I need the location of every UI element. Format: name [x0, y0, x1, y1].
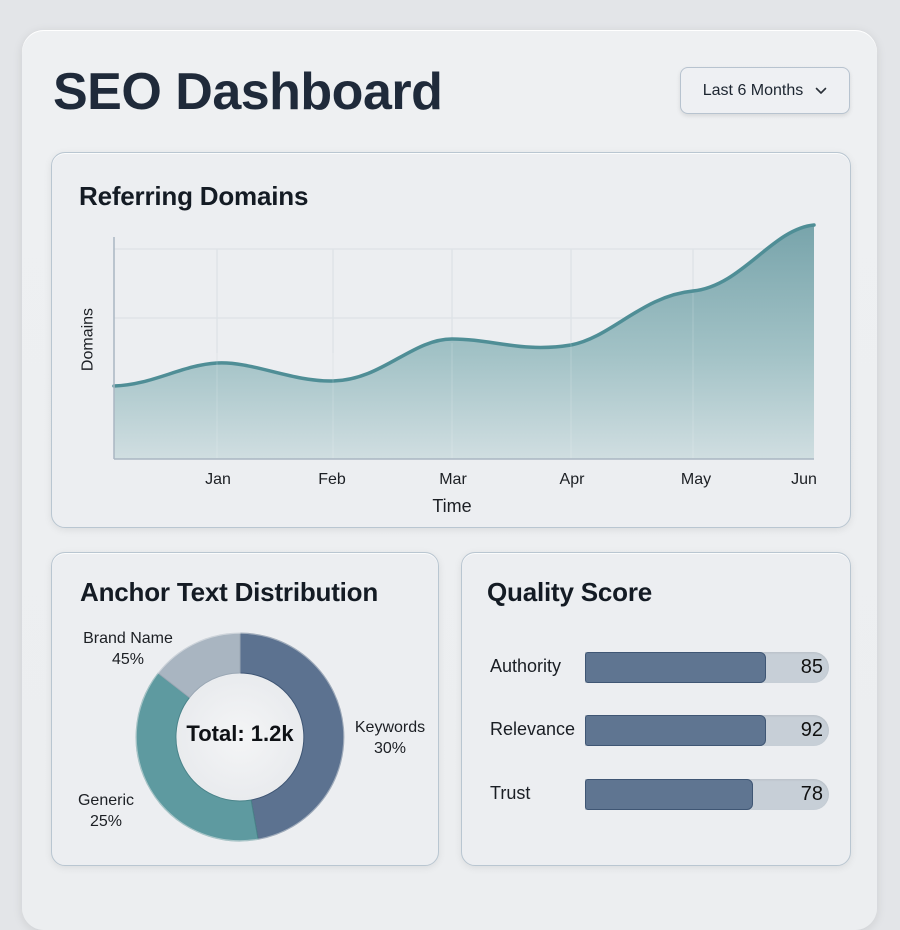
- x-tick-may: May: [680, 471, 712, 488]
- donut-center-total: Total: 1.2k: [186, 721, 294, 746]
- anchor-donut-chart: [135, 632, 345, 842]
- quality-value-trust: 78: [800, 783, 823, 805]
- date-range-selected: Last 6 Months: [702, 81, 804, 99]
- quality-bar-trust: [585, 779, 753, 810]
- y-axis-label: Domains: [79, 307, 97, 372]
- x-tick-jan: Jan: [205, 471, 231, 488]
- x-tick-feb: Feb: [318, 471, 346, 488]
- x-tick-mar: Mar: [439, 471, 467, 488]
- legend-generic-label: Generic: [77, 792, 135, 809]
- x-tick-apr: Apr: [559, 471, 585, 488]
- quality-label-authority: Authority: [490, 656, 562, 676]
- anchor-text-title: Anchor Text Distribution: [80, 577, 379, 607]
- chevron-down-icon: [815, 87, 827, 95]
- legend-brand-name: Brand Name 45%: [68, 628, 188, 670]
- quality-label-relevance: Relevance: [490, 719, 576, 739]
- legend-generic: Generic 25%: [58, 790, 154, 832]
- quality-score-title: Quality Score: [487, 577, 653, 607]
- quality-row-authority: Authority 85: [462, 652, 852, 684]
- quality-bar-authority: [585, 652, 766, 683]
- quality-track-relevance: 92: [585, 715, 829, 746]
- quality-label-trust: Trust: [490, 783, 531, 803]
- x-tick-jun: Jun: [791, 471, 817, 488]
- referring-domains-card: Referring Domains: [51, 152, 851, 528]
- legend-generic-percent: 25%: [89, 813, 123, 830]
- x-axis-label: Time: [432, 496, 472, 516]
- legend-keywords-label: Keywords: [354, 719, 426, 736]
- legend-brand-name-label: Brand Name: [83, 630, 173, 647]
- date-range-dropdown[interactable]: Last 6 Months: [680, 67, 850, 114]
- referring-domains-chart: [112, 223, 816, 460]
- quality-score-card: Quality Score Authority 85 Relevance 92 …: [461, 552, 851, 866]
- anchor-text-card: Anchor Text Distribution Total: 1.2k Bra…: [51, 552, 439, 866]
- quality-row-trust: Trust 78: [462, 779, 852, 811]
- legend-keywords-percent: 30%: [373, 740, 407, 757]
- quality-value-relevance: 92: [800, 719, 823, 741]
- quality-track-authority: 85: [585, 652, 829, 683]
- quality-value-authority: 85: [800, 656, 823, 678]
- legend-keywords: Keywords 30%: [344, 717, 436, 759]
- referring-domains-title: Referring Domains: [79, 181, 309, 211]
- area-line: [112, 223, 816, 388]
- quality-track-trust: 78: [585, 779, 829, 810]
- quality-row-relevance: Relevance 92: [462, 715, 852, 747]
- area-fill: [114, 225, 814, 459]
- page-title: SEO Dashboard: [53, 63, 443, 121]
- legend-brand-name-percent: 45%: [111, 651, 145, 668]
- quality-bar-relevance: [585, 715, 766, 746]
